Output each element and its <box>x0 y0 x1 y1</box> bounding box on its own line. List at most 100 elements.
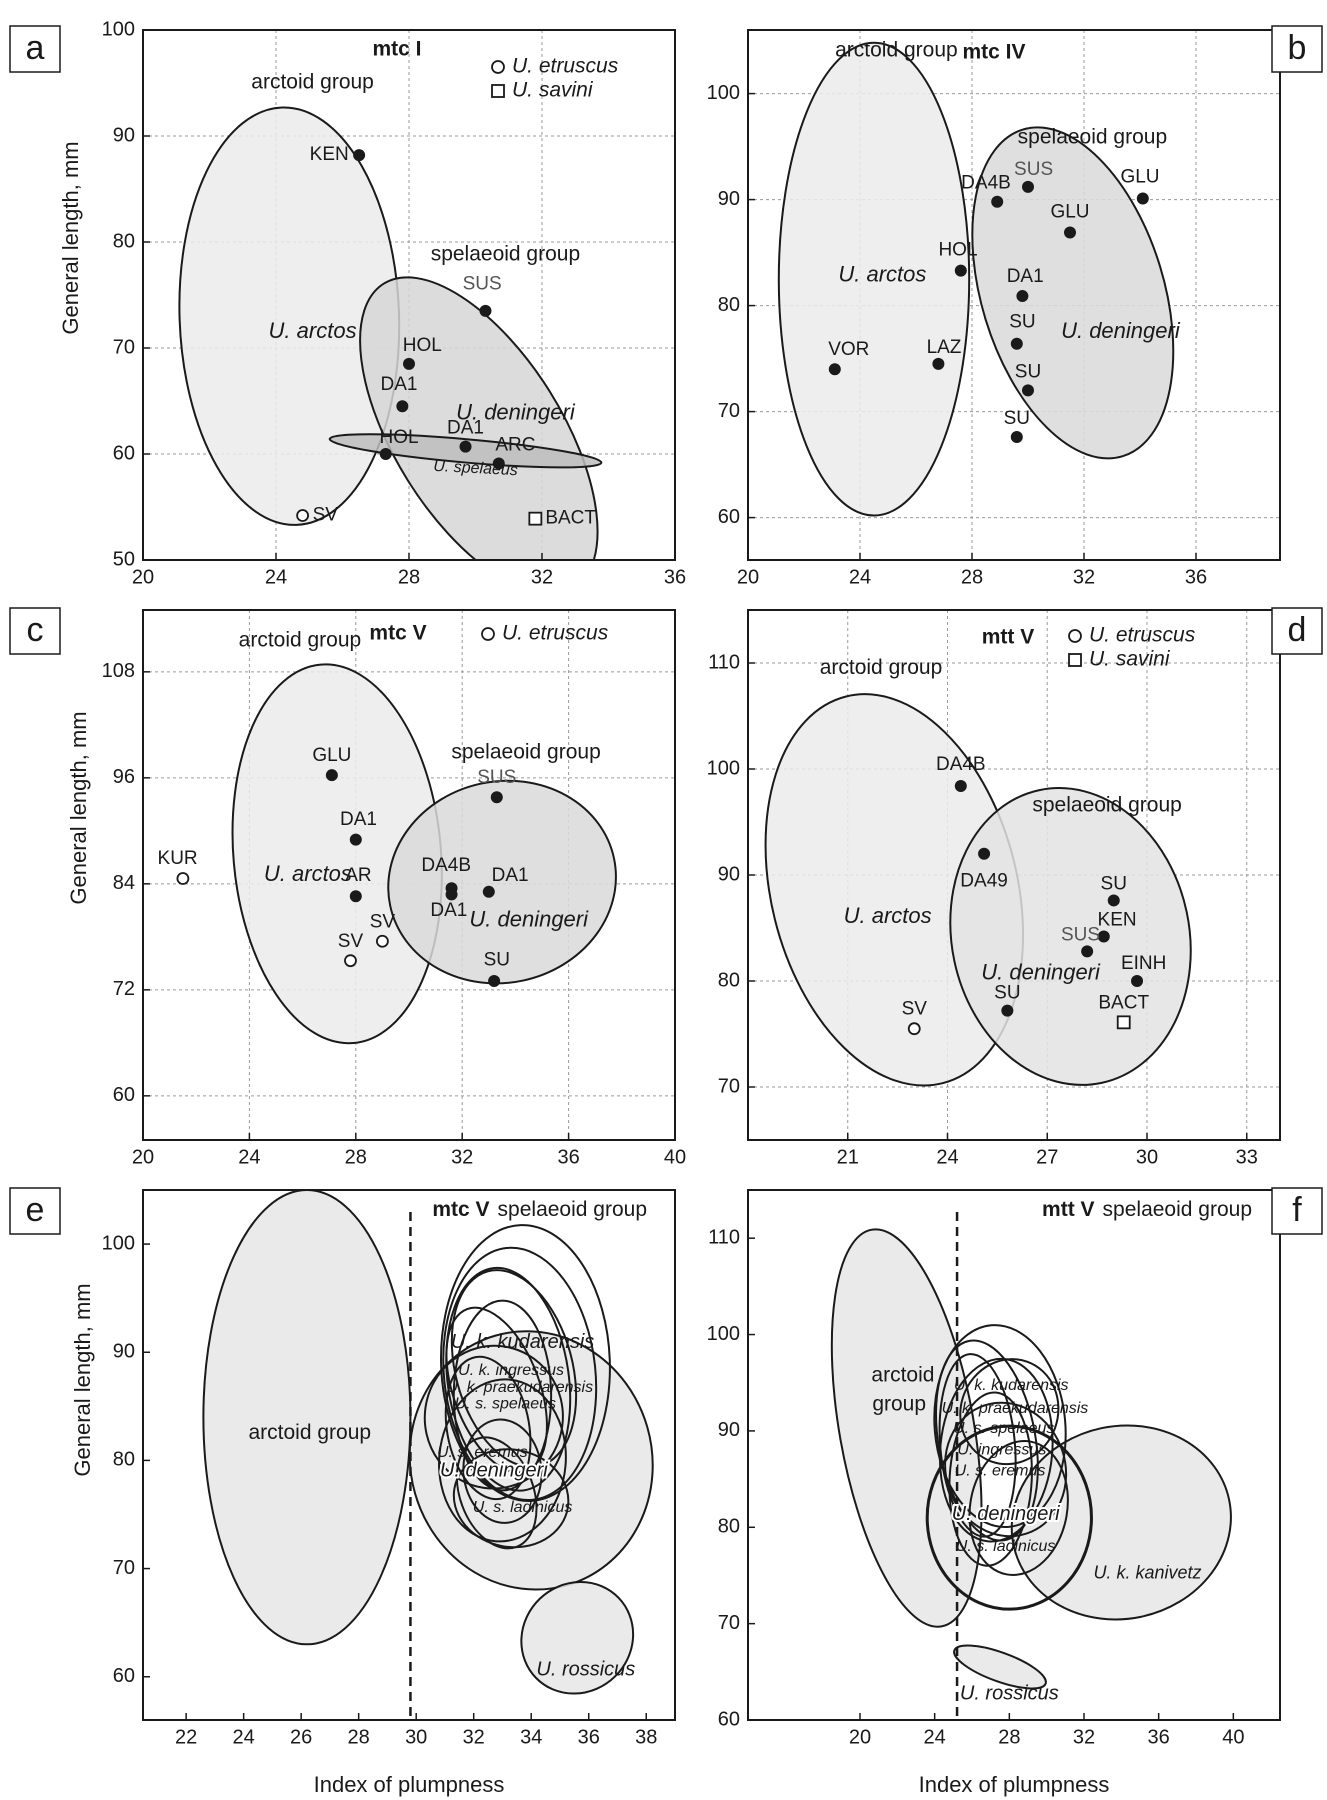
species-label: U. k. kudarensis <box>451 1331 594 1353</box>
group-label: spelaeoid group <box>431 242 580 265</box>
species-label: U. s. eremus <box>437 1444 528 1461</box>
point-label: GLU <box>1120 166 1159 187</box>
ellipse-1 <box>777 41 971 517</box>
x-axis-label-panel-e: Index of plumpness <box>314 1772 505 1797</box>
ellipse-9 <box>452 1299 553 1492</box>
plot-frame <box>142 609 676 1141</box>
point-marker-square <box>1116 1015 1131 1030</box>
point-label: KEN <box>310 144 349 165</box>
y-tick-label: 90 <box>718 863 740 885</box>
point-label: SU <box>1101 874 1127 895</box>
panel-e: 60 70 80 90 100 22 24 26 28 30 32 34 36 38 e mtc V spela… <box>9 1187 676 1748</box>
point-label: HOL <box>403 335 442 356</box>
legend-marker-square <box>1068 653 1082 667</box>
point-label: GLU <box>1050 201 1089 222</box>
ellipse-9 <box>968 1440 1069 1576</box>
species-label: U. arctos <box>269 318 357 343</box>
point-label: VOR <box>828 339 869 360</box>
point-label: KUR <box>158 848 198 869</box>
x-tick-label: 24 <box>238 1146 260 1168</box>
point-label: BACT <box>1098 992 1149 1013</box>
panel-title: mtc V spelaeoid group <box>432 1198 647 1221</box>
x-tick-label: 40 <box>664 1146 686 1168</box>
panel-letter-f: f <box>1271 1187 1323 1235</box>
panel-letter-box <box>1271 25 1323 73</box>
species-label: U. k. ingressus <box>458 1362 564 1379</box>
point-marker-open <box>296 509 310 522</box>
panel-letter-box <box>9 25 61 73</box>
group-label: arctoid group <box>239 628 362 651</box>
plot-frame <box>747 1189 1281 1721</box>
y-tick-label: 60 <box>113 1084 135 1106</box>
ellipses <box>830 1228 1232 1690</box>
point-label: SU <box>484 950 510 971</box>
ellipse-12 <box>438 1378 567 1543</box>
point-marker <box>379 448 392 460</box>
plot-frame <box>142 1189 676 1721</box>
y-tick-label: 60 <box>718 506 740 528</box>
x-tick-label: 33 <box>1236 1146 1258 1168</box>
ellipse-8 <box>948 1391 1033 1567</box>
ellipse-7 <box>450 1269 578 1468</box>
point-label: HOL <box>938 239 977 260</box>
y-tick-label: 90 <box>718 1419 740 1441</box>
ellipse-3 <box>953 1644 1047 1690</box>
species-label: U. deningeri <box>952 1503 1060 1525</box>
x-tick-label: 24 <box>924 1726 946 1748</box>
species-label: U. deningeri <box>981 959 1101 984</box>
x-tick-label: 20 <box>132 566 154 588</box>
species-label: U. deningeri <box>456 400 576 425</box>
group-label: arctoid group <box>835 39 958 62</box>
species-label: U. k. kudarensis <box>954 1377 1069 1394</box>
ellipse-2 <box>387 779 617 985</box>
ellipse-11 <box>959 1358 1060 1466</box>
point-marker <box>488 975 501 987</box>
species-label: U. k. praekudarensis <box>446 1379 593 1396</box>
legend-marker-square <box>491 84 505 98</box>
group-label: spelaeoid group <box>1018 126 1167 149</box>
species-label: U. deningeri <box>440 1460 548 1482</box>
y-tick-label: 70 <box>113 1557 135 1579</box>
point-label: KEN <box>1098 910 1137 931</box>
ellipse-15 <box>462 1418 543 1524</box>
point-label: BACT <box>545 508 596 529</box>
x-tick-label: 36 <box>557 1146 579 1168</box>
point-label: DA1 <box>492 865 529 886</box>
x-tick-label: 32 <box>1073 566 1095 588</box>
x-tick-label: 26 <box>290 1726 312 1748</box>
species-label: U. arctos <box>838 262 926 287</box>
species-label: U. s. ladinicus <box>956 1538 1056 1555</box>
ellipse-11 <box>444 1355 532 1501</box>
y-tick-label: 84 <box>113 872 135 894</box>
point-marker <box>479 304 492 317</box>
y-tick-label: 70 <box>718 1075 740 1097</box>
x-tick-label: 28 <box>348 1726 370 1748</box>
x-tick-label: 34 <box>520 1726 542 1748</box>
x-tick-label: 22 <box>175 1726 197 1748</box>
point-marker <box>482 885 495 898</box>
y-tick-label: 70 <box>113 336 135 358</box>
species-label: U. rossicus <box>960 1682 1059 1704</box>
x-axis-label-panel-f: Index of plumpness <box>919 1772 1110 1797</box>
point-marker <box>1097 930 1110 943</box>
point-marker <box>828 363 841 376</box>
y-tick-label: 70 <box>718 400 740 422</box>
panel-letter: e <box>26 1191 45 1229</box>
y-tick-label: 100 <box>707 757 740 779</box>
y-tick-label: 96 <box>113 766 135 788</box>
x-tick-label: 20 <box>737 566 759 588</box>
point-label: SUS <box>463 273 502 294</box>
point-marker <box>1010 431 1023 444</box>
panel-title: mtt V <box>982 626 1035 649</box>
panel-letter: c <box>27 611 44 649</box>
panel-title-sub: spelaeoid group <box>1103 1198 1252 1221</box>
y-tick-label: 80 <box>113 1449 135 1471</box>
y-tick-label: 60 <box>113 442 135 464</box>
point-label: SU <box>994 983 1020 1004</box>
panel-letter-c: c <box>9 607 61 655</box>
point-label: SV <box>338 931 364 952</box>
y-axis-label-panel-a: General length, mm <box>58 141 83 334</box>
species-label: U. s. spelaeus <box>455 1395 556 1412</box>
